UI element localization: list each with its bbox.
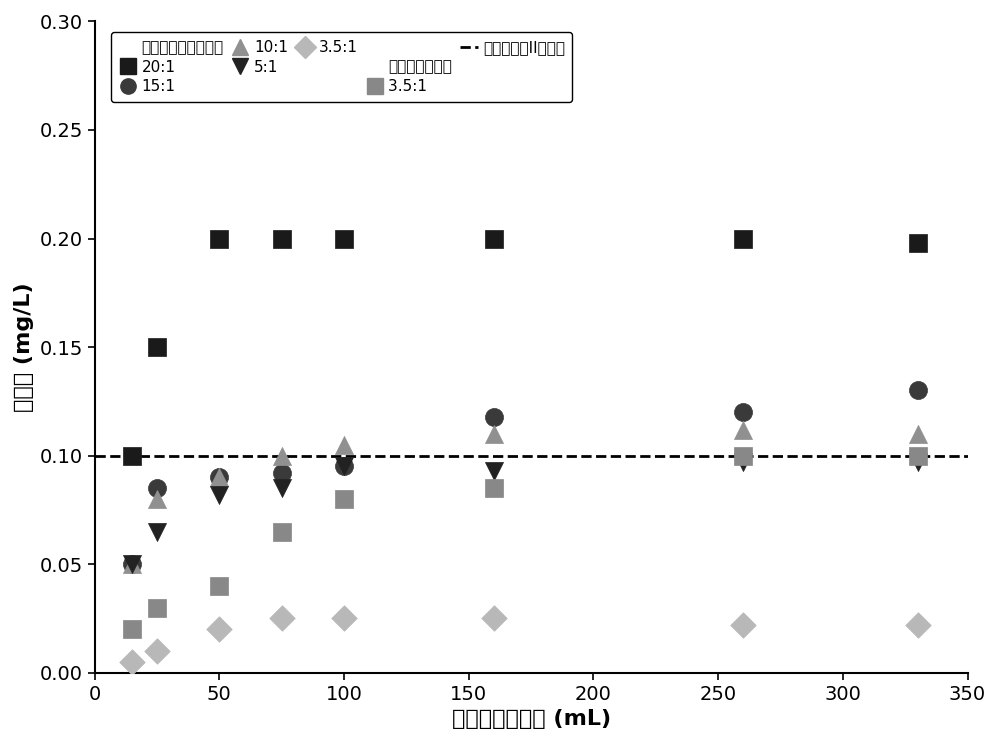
Point (211, 471, 227, 483)
Point (735, 424, 751, 435)
Point (211, 580, 227, 592)
Point (124, 450, 140, 461)
Point (336, 461, 352, 473)
Point (124, 656, 140, 668)
Point (910, 385, 926, 397)
Point (336, 233, 352, 244)
Point (211, 489, 227, 501)
Point (910, 450, 926, 461)
Point (274, 233, 290, 244)
Point (211, 233, 227, 244)
Point (486, 612, 502, 624)
Point (735, 456, 751, 468)
Point (149, 645, 165, 657)
Point (486, 233, 502, 244)
Point (486, 465, 502, 477)
Point (735, 619, 751, 631)
Point (735, 406, 751, 418)
Point (336, 612, 352, 624)
Point (486, 428, 502, 440)
Point (124, 623, 140, 635)
Point (149, 482, 165, 494)
Point (910, 456, 926, 468)
Legend: 负载镧碳复合吸附剂, 20:1, 15:1, 10:1, 5:1,  , 3.5:1,   ,    ,     , 负载纯镧吸附剂, 3.5:1 , 中国地表: 负载镧碳复合吸附剂, 20:1, 15:1, 10:1, 5:1, , 3.5:… (111, 32, 572, 102)
Point (124, 558, 140, 570)
Point (274, 482, 290, 494)
Point (124, 558, 140, 570)
Point (149, 341, 165, 353)
Point (274, 467, 290, 479)
Point (336, 439, 352, 451)
Point (149, 602, 165, 614)
Point (149, 493, 165, 505)
Point (910, 619, 926, 631)
Point (486, 411, 502, 423)
Point (910, 237, 926, 249)
Point (336, 493, 352, 505)
Point (274, 450, 290, 461)
Point (910, 428, 926, 440)
Point (211, 623, 227, 635)
Point (124, 558, 140, 570)
Point (735, 233, 751, 244)
Point (274, 526, 290, 538)
Point (149, 526, 165, 538)
Point (486, 482, 502, 494)
Point (274, 612, 290, 624)
Point (211, 471, 227, 483)
X-axis label: 处理污水的体积 (mL): 处理污水的体积 (mL) (452, 709, 611, 729)
Y-axis label: 磷浓度 (mg/L): 磷浓度 (mg/L) (14, 282, 34, 412)
Point (336, 461, 352, 473)
Point (735, 450, 751, 461)
